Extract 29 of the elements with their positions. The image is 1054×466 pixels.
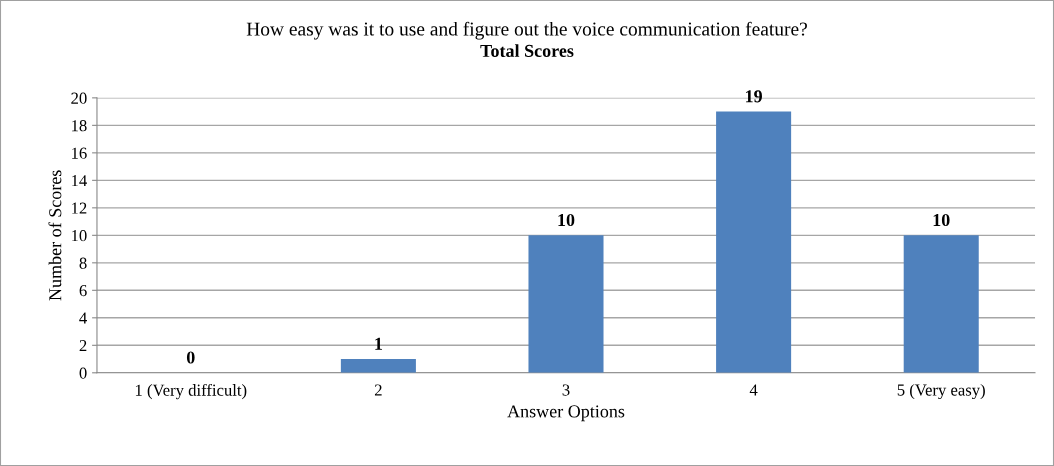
x-tick-label: 4 [749, 384, 758, 396]
data-label: 10 [558, 213, 575, 227]
chart-subtitle: Total Scores [480, 44, 574, 57]
x-tick-label: 3 [562, 384, 570, 396]
x-tick-label: 2 [374, 384, 382, 396]
y-tick-label: 14 [72, 175, 87, 187]
data-label: 19 [746, 90, 762, 103]
y-tick-label: 20 [71, 92, 87, 104]
x-tick-label: 1 (Very difficult) [135, 383, 247, 400]
y-tick-label: 10 [72, 230, 87, 242]
y-tick-label: 12 [72, 202, 87, 214]
bar [716, 111, 792, 373]
y-tick-label: 2 [79, 340, 87, 352]
y-tick-label: 4 [79, 312, 87, 324]
bar [528, 235, 604, 373]
y-tick-label: 8 [79, 257, 87, 269]
y-tick-label: 18 [72, 120, 87, 132]
data-label: 10 [933, 213, 950, 227]
bar [340, 359, 416, 373]
bar [903, 235, 979, 373]
data-label: 1 [375, 337, 382, 350]
x-axis-title: Answer Options [507, 405, 625, 422]
y-axis-title: Number of Scores [48, 170, 62, 301]
x-tick-label: 5 (Very easy) [897, 383, 985, 400]
chart-title: How easy was it to use and figure out the voice communication feature? [246, 21, 807, 40]
data-label: 0 [186, 351, 195, 364]
y-tick-label: 0 [79, 367, 87, 379]
y-tick-label: 16 [72, 147, 87, 159]
y-tick-label: 6 [79, 285, 87, 297]
